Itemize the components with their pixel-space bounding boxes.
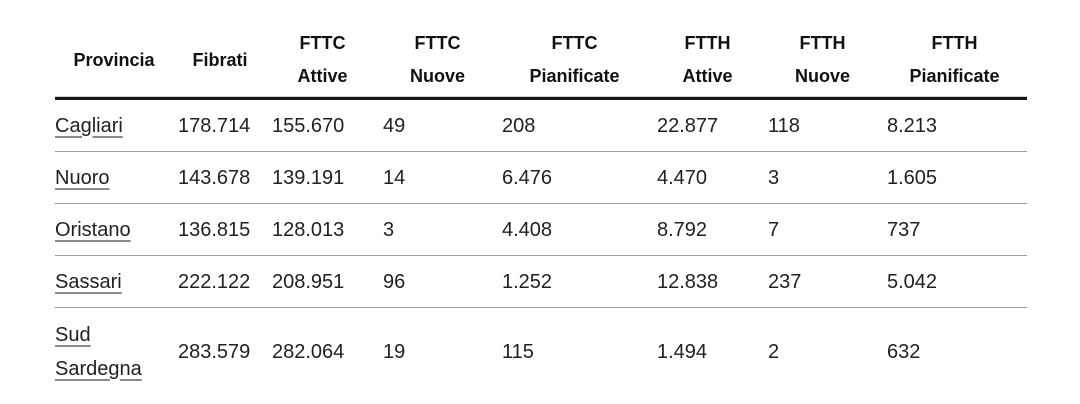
cell-fttc-attive: 208.951	[267, 256, 378, 308]
header-line: Pianificate	[529, 66, 620, 86]
column-header-fibrati: Fibrati	[173, 12, 267, 97]
province-link[interactable]: Oristano	[55, 218, 131, 241]
table-body: Cagliari 178.714 155.670 49 208 22.877 1…	[55, 100, 1027, 395]
cell-provincia: Nuoro	[55, 152, 173, 204]
column-header-fttc-nuove: FTTC Nuove	[378, 12, 497, 97]
header-line: Nuove	[794, 66, 850, 86]
header-line: FTTH	[684, 33, 731, 53]
cell-fttc-nuove: 3	[378, 204, 497, 256]
cell-ftth-nuove: 237	[763, 256, 882, 308]
column-header-ftth-attive: FTTH Attive	[652, 12, 763, 97]
cell-ftth-nuove: 2	[768, 340, 780, 363]
cell-ftth-pianificate: 5.042	[882, 256, 1027, 308]
header-line: FTTC	[299, 33, 346, 53]
cell-fttc-nuove: 14	[378, 152, 497, 204]
header-line: FTTC	[414, 33, 461, 53]
cell-fttc-attive: 139.191	[267, 152, 378, 204]
province-link[interactable]: Sud Sardegna	[55, 323, 142, 380]
table-row-nuoro: Nuoro 143.678 139.191 14 6.476 4.470 3 1…	[55, 152, 1027, 204]
cell-fttc-nuove: 19	[383, 340, 406, 363]
header-line: Nuove	[409, 66, 465, 86]
header-line: Attive	[682, 66, 733, 86]
cell-fibrati: 136.815	[173, 204, 267, 256]
cell-provincia: Sassari	[55, 256, 173, 308]
province-link[interactable]: Cagliari	[55, 114, 123, 137]
cell-fttc-attive: 282.064	[272, 340, 345, 363]
cell-fttc-pianificate: 4.408	[497, 204, 652, 256]
cell-ftth-pianificate: 8.213	[882, 100, 1027, 152]
header-line: FTTH	[799, 33, 846, 53]
header-line: FTTH	[931, 33, 978, 53]
cell-fttc-nuove: 96	[378, 256, 497, 308]
broadband-table: Provincia Fibrati FTTC Attive FTTC Nuove F…	[55, 12, 1027, 395]
cell-ftth-pianificate: 632	[887, 340, 921, 363]
column-header-provincia: Provincia	[55, 12, 173, 97]
cell-fttc-nuove: 49	[378, 100, 497, 152]
cell-provincia: Sud Sardegna	[55, 308, 173, 395]
cell-ftth-attive: 4.470	[652, 152, 763, 204]
table-row-oristano: Oristano 136.815 128.013 3 4.408 8.792 7…	[55, 204, 1027, 256]
cell-provincia: Cagliari	[55, 100, 173, 152]
table-row-sud-sardegna: Sud Sardegna 283.579 282.064 19 115 1.49…	[55, 308, 1027, 395]
province-link[interactable]: Nuoro	[55, 166, 110, 189]
header-row: Provincia Fibrati FTTC Attive FTTC Nuove F…	[55, 12, 1027, 97]
column-header-fttc-pianificate: FTTC Pianificate	[497, 12, 652, 97]
cell-ftth-nuove: 3	[763, 152, 882, 204]
header-line: Attive	[297, 66, 348, 86]
cell-provincia: Oristano	[55, 204, 173, 256]
table-header: Provincia Fibrati FTTC Attive FTTC Nuove F…	[55, 12, 1027, 100]
table-row-sassari: Sassari 222.122 208.951 96 1.252 12.838 …	[55, 256, 1027, 308]
cell-ftth-nuove: 118	[763, 100, 882, 152]
column-header-ftth-nuove: FTTH Nuove	[763, 12, 882, 97]
cell-fibrati: 283.579	[178, 340, 251, 363]
cell-fttc-pianificate: 115	[502, 340, 534, 363]
header-line: Fibrati	[192, 49, 248, 70]
cell-fibrati: 222.122	[173, 256, 267, 308]
table-row-cagliari: Cagliari 178.714 155.670 49 208 22.877 1…	[55, 100, 1027, 152]
header-line: Provincia	[73, 49, 155, 70]
cell-ftth-attive: 8.792	[652, 204, 763, 256]
cell-fttc-pianificate: 208	[497, 100, 652, 152]
cell-ftth-attive: 1.494	[657, 340, 708, 363]
header-heavy-rule	[55, 97, 1027, 100]
header-line: FTTC	[551, 33, 598, 53]
cell-fttc-attive: 155.670	[267, 100, 378, 152]
cell-ftth-attive: 12.838	[652, 256, 763, 308]
table-container: Provincia Fibrati FTTC Attive FTTC Nuove F…	[55, 12, 1027, 395]
cell-fttc-pianificate: 6.476	[497, 152, 652, 204]
cell-ftth-attive: 22.877	[652, 100, 763, 152]
column-header-fttc-attive: FTTC Attive	[267, 12, 378, 97]
cell-ftth-pianificate: 1.605	[882, 152, 1027, 204]
header-line: Pianificate	[909, 66, 1000, 86]
column-header-ftth-pianificate: FTTH Pianificate	[882, 12, 1027, 97]
cell-fibrati: 178.714	[173, 100, 267, 152]
cell-fibrati: 143.678	[173, 152, 267, 204]
cell-ftth-pianificate: 737	[882, 204, 1027, 256]
cell-ftth-nuove: 7	[763, 204, 882, 256]
cell-fttc-pianificate: 1.252	[497, 256, 652, 308]
province-link[interactable]: Sassari	[55, 270, 122, 293]
cell-fttc-attive: 128.013	[267, 204, 378, 256]
